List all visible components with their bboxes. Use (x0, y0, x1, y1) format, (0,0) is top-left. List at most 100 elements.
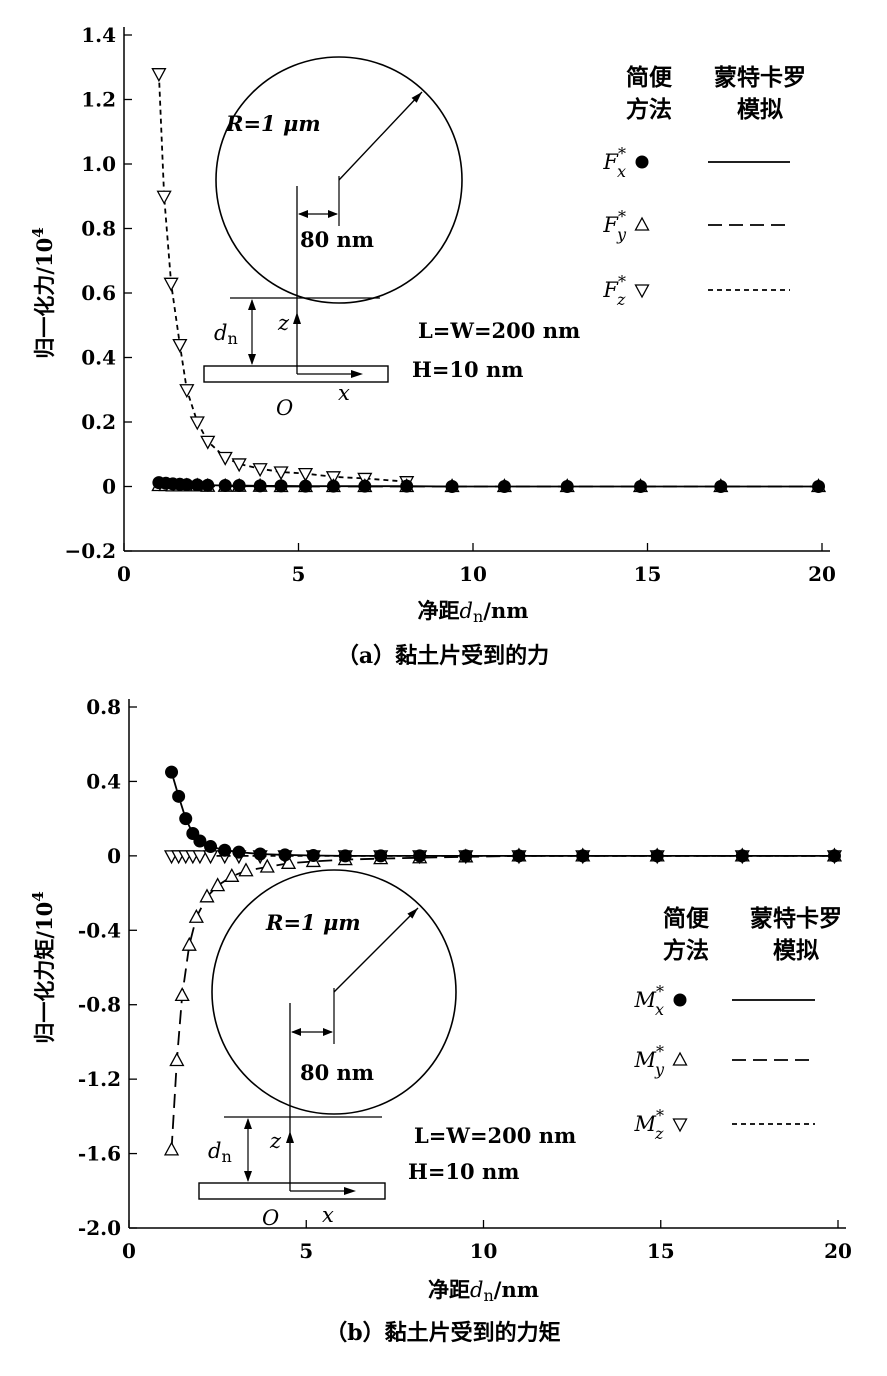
x-axis-inset-label: x (338, 381, 350, 405)
legend-marker-circle (635, 155, 649, 169)
data-point-circle (172, 789, 186, 803)
x-tick-label: 20 (824, 1239, 852, 1263)
data-point-triangle-up (238, 862, 254, 877)
data-point-circle (298, 479, 312, 493)
y-tick-label: -1.2 (78, 1067, 121, 1091)
y-axis-label: 归一化力/104 (29, 227, 57, 358)
y-tick-label: 0.8 (81, 217, 116, 241)
x-tick-label: 15 (634, 562, 662, 586)
x-axis-label-unit: /nm (494, 1277, 539, 1302)
data-point-triangle-up (259, 858, 275, 873)
gap-label-sub: n (221, 1147, 231, 1166)
sphere-outline (215, 56, 463, 304)
legend-header-monte-carlo: 蒙特卡罗 (714, 64, 806, 91)
data-point-triangle-down (200, 435, 216, 450)
legend-symbol-sup: * (656, 982, 664, 1001)
offset-label: 80 nm (300, 1060, 374, 1085)
legend-symbol: M* y (633, 1042, 665, 1079)
data-point-triangle-up (199, 888, 215, 903)
y-tick-label: 1.2 (81, 88, 116, 112)
legend-marker-triangle-up (672, 1051, 688, 1066)
y-tick-label: 1.4 (81, 23, 116, 47)
data-point-circle (445, 480, 459, 493)
data-point-circle (165, 765, 179, 779)
inset-diagram: R=1 μm 80 nm dn z x O L=W=200 nm H=10 nm (198, 869, 576, 1230)
gap-label: dn (214, 321, 238, 348)
data-series (151, 68, 827, 493)
gap-label-var: d (214, 321, 227, 345)
data-point-triangle-down (297, 467, 314, 482)
radius-arrow (338, 91, 423, 181)
radius-arrowhead (411, 92, 422, 103)
y-tick-label: 0.4 (81, 346, 116, 370)
series-line-circle (170, 771, 835, 857)
x-axis-inset-label: x (322, 1203, 334, 1227)
legend-symbol-sup: * (618, 207, 626, 226)
data-point-circle (512, 849, 526, 863)
gap-label-var: d (208, 1139, 221, 1163)
figure-caption: （b）黏土片受到的力矩 (325, 1320, 560, 1346)
inset-diagram: R=1 μm 80 nm dn z x O L=W=200 nm H=10 nm (203, 56, 580, 420)
z-axis-label: z (269, 1129, 282, 1153)
z-arrowhead (293, 312, 301, 324)
legend-symbol-sub: z (616, 290, 626, 309)
data-point-triangle-down (151, 68, 167, 83)
x-axis-label-sub: n (473, 607, 483, 626)
radius-label: R=1 μm (265, 910, 361, 935)
x-tick-label: 10 (459, 562, 487, 586)
x-axis-label: 净距dn/nm (428, 1277, 539, 1305)
legend-symbol-sup: * (618, 144, 626, 163)
x-axis-label-prefix: 净距 (428, 1277, 470, 1302)
data-point-circle (560, 480, 574, 493)
legend-symbol: M* x (633, 982, 664, 1019)
data-point-triangle-up (224, 867, 240, 882)
y-tick-label: -0.8 (78, 993, 121, 1017)
legend-symbol: F* x (602, 144, 626, 181)
data-point-circle (827, 849, 841, 863)
data-point-circle (180, 478, 194, 492)
figure-caption: （a）黏土片受到的力 (337, 643, 549, 669)
z-arrowhead (286, 1131, 294, 1143)
x-arrowhead (344, 1187, 356, 1195)
y-axis-label-text: 归一化力/10 (32, 238, 57, 359)
x-tick-label: 5 (292, 562, 306, 586)
legend-symbol-base: F (602, 213, 619, 237)
x-tick-label: 5 (299, 1239, 313, 1263)
y-tick-label: -1.6 (78, 1142, 121, 1166)
x-tick-label: 10 (470, 1239, 498, 1263)
y-tick-label: -2.0 (78, 1216, 121, 1240)
data-point-triangle-up (163, 1141, 180, 1156)
offset-label: 80 nm (300, 227, 374, 252)
data-point-circle (358, 479, 372, 493)
data-point-circle (338, 849, 352, 863)
data-point-circle (218, 479, 232, 493)
x-axis-label-sub: n (483, 1286, 493, 1305)
chart-moments: 0.80.40-0.4-0.8-1.2-1.6-2.00 5 10 15 20净距dn/… (29, 695, 852, 1346)
data-point-circle (812, 480, 826, 493)
x-axis-label: 净距dn/nm (418, 598, 529, 626)
legend-symbol: F* z (602, 272, 626, 309)
radius-label: R=1 μm (225, 111, 321, 136)
y-tick-label: 0 (107, 844, 121, 868)
data-point-circle (232, 479, 246, 493)
y-axis-label-text: 归一化力矩/10 (32, 902, 57, 1044)
x-tick-label: 0 (117, 562, 131, 586)
data-point-triangle-down (217, 451, 233, 466)
offset-arrow-right (323, 1028, 333, 1036)
sphere-outline (211, 869, 457, 1115)
legend-symbol-base: M (633, 988, 656, 1012)
legend-symbol-sup: * (618, 272, 626, 291)
legend-header-method: 简便 (663, 905, 710, 932)
clay-plate (203, 365, 389, 383)
legend-symbol-sub: z (654, 1124, 664, 1143)
offset-arrow-left (298, 210, 308, 218)
legend-symbol-sup: * (656, 1106, 664, 1125)
data-point-circle (374, 849, 388, 863)
legend-marker-triangle-down (672, 1118, 688, 1133)
data-point-circle (576, 849, 590, 863)
legend-header-method: 方法 (626, 96, 672, 123)
gap-arrow-bottom (244, 1171, 252, 1182)
plate-size-label: L=W=200 nm (414, 1123, 576, 1148)
